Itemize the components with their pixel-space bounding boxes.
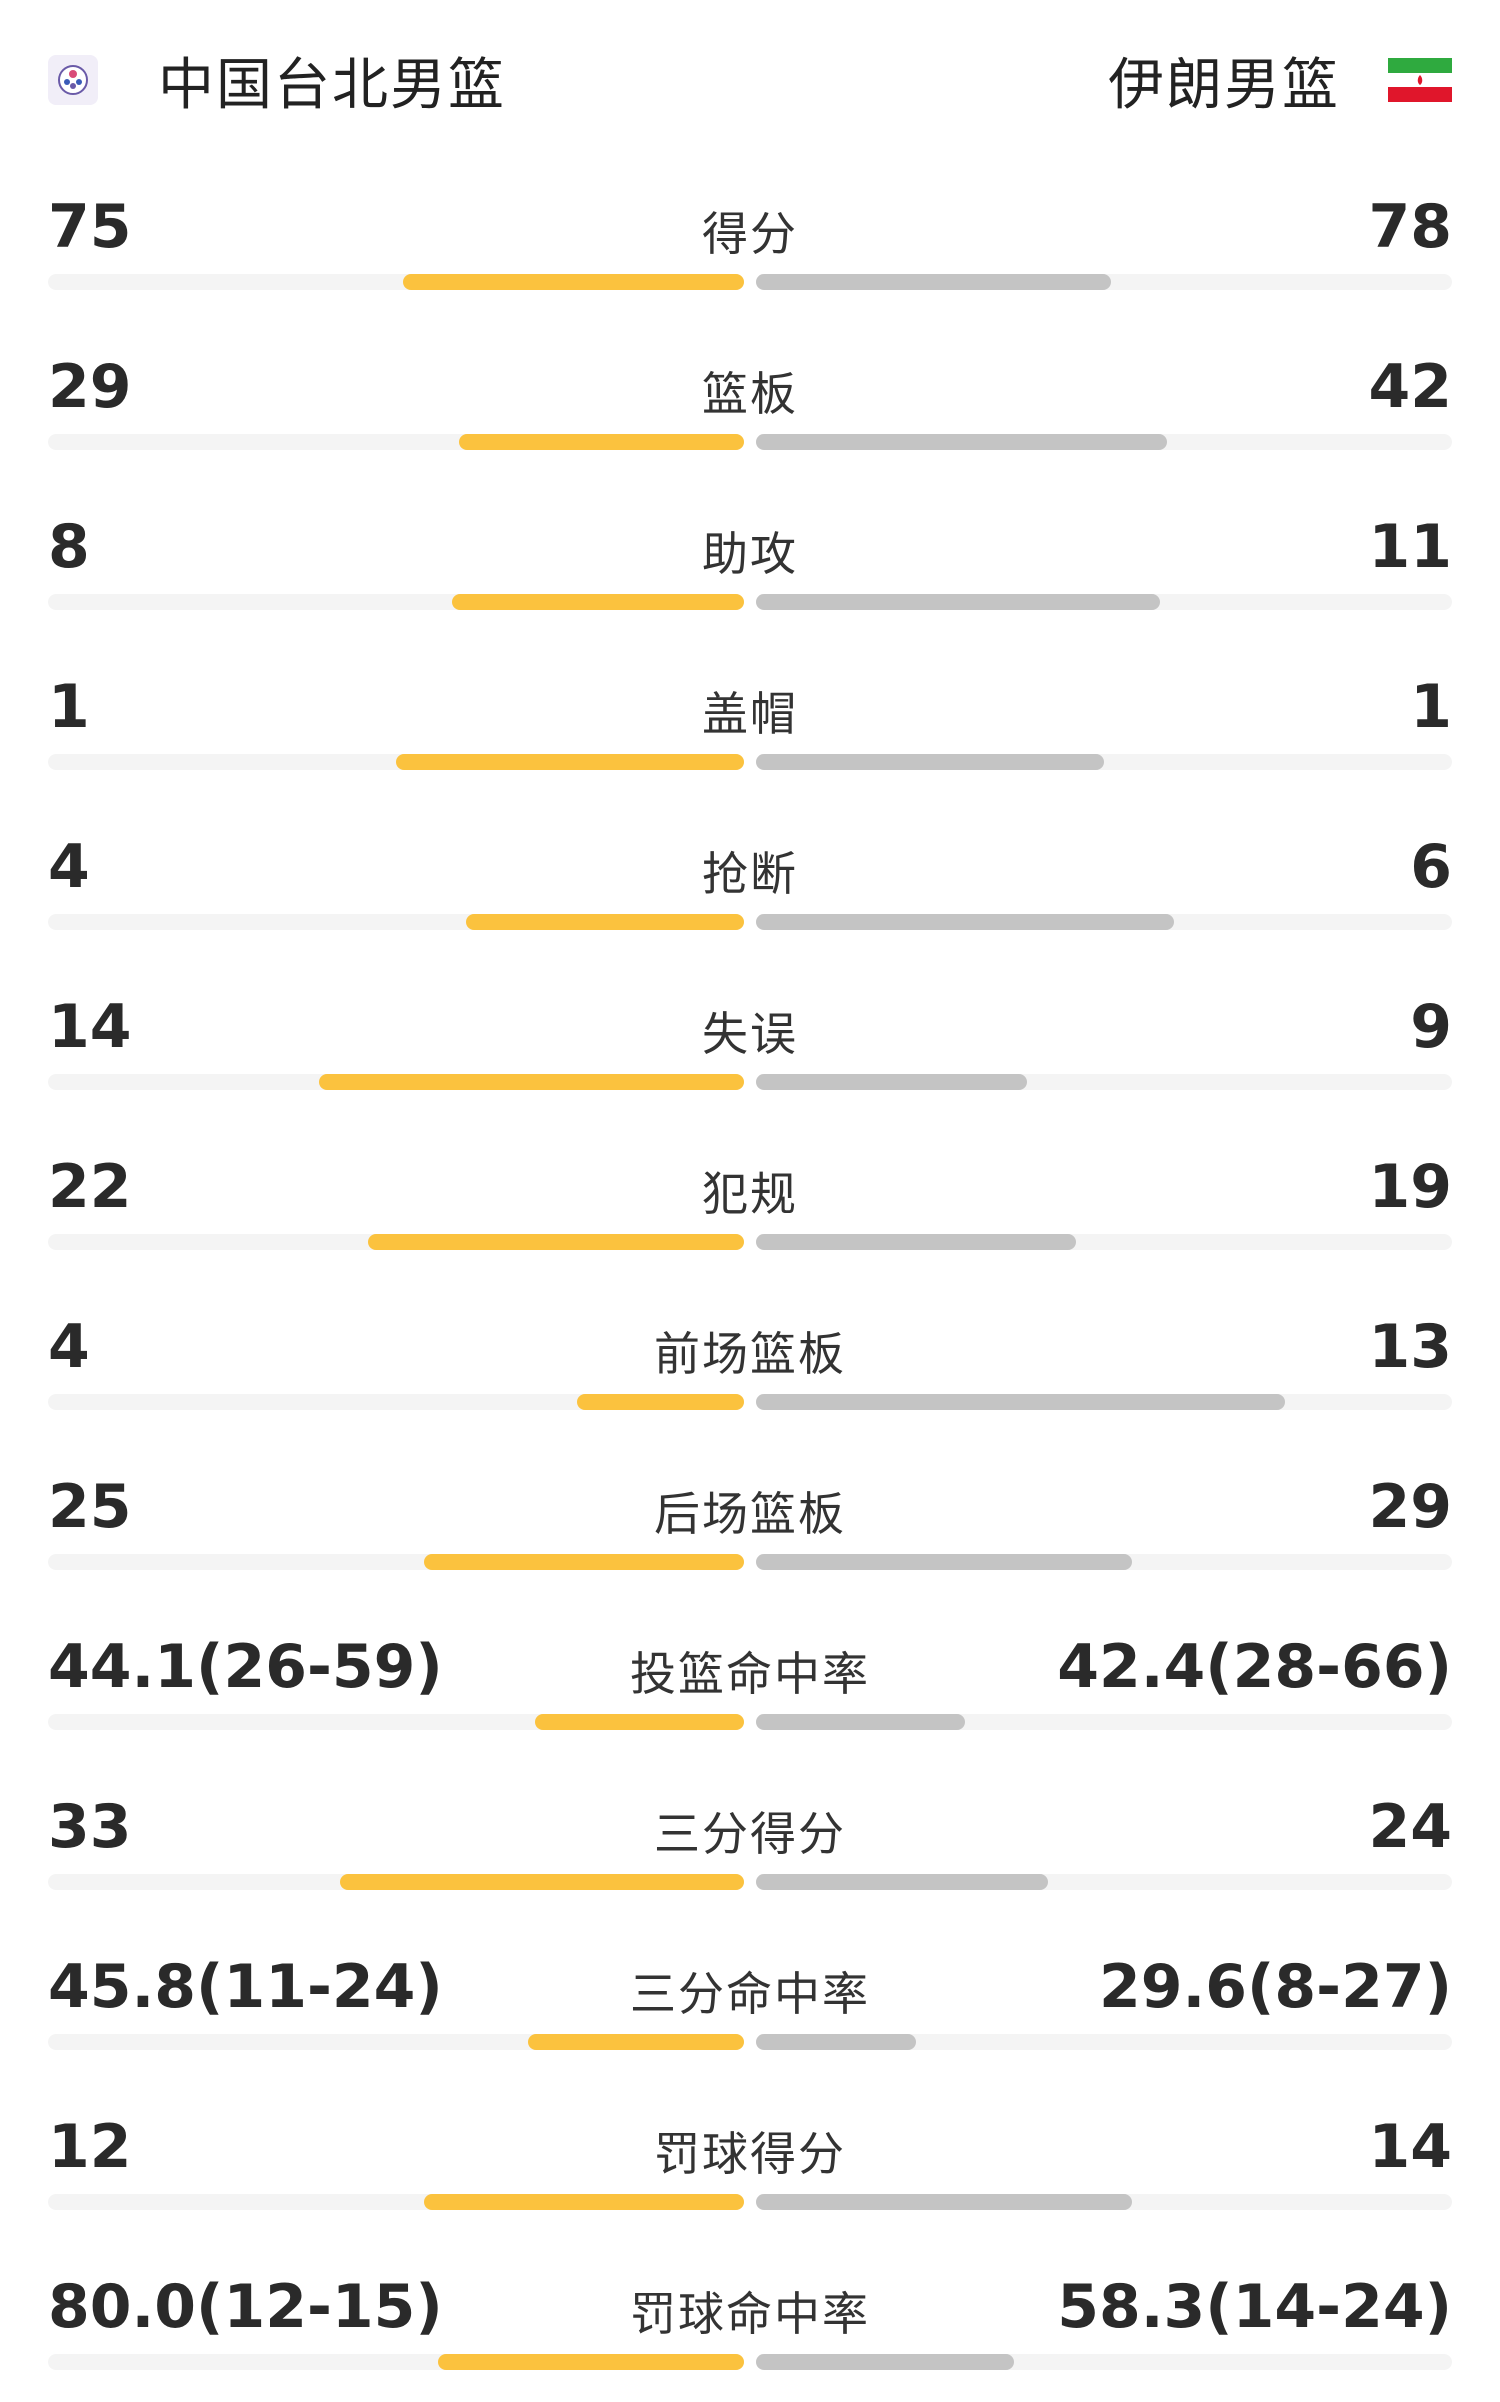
stat-row: 33 三分得分 24 (0, 1762, 1500, 1922)
stat-row: 22 犯规 19 (0, 1122, 1500, 1282)
stat-row: 4 前场篮板 13 (0, 1282, 1500, 1442)
away-stat-bar (756, 434, 1167, 450)
stat-row: 45.8(11-24) 三分命中率 29.6(8-27) (0, 1922, 1500, 2082)
stat-label: 助攻 (702, 527, 798, 581)
home-stat-value: 1 (48, 672, 90, 742)
away-stat-value: 6 (1410, 832, 1452, 902)
away-stat-value: 42 (1368, 352, 1453, 422)
away-stat-bar (756, 2354, 1014, 2370)
home-stat-value: 22 (48, 1152, 132, 1222)
stat-row: 75 得分 78 (0, 162, 1500, 322)
away-team[interactable]: 伊朗男篮 (1108, 40, 1452, 120)
home-team[interactable]: 中国台北男篮 (48, 40, 506, 120)
home-stat-value: 12 (48, 2112, 132, 2182)
stat-label: 投篮命中率 (630, 1647, 870, 1701)
stat-row: 4 抢断 6 (0, 802, 1500, 962)
home-stat-value: 80.0(12-15) (48, 2272, 443, 2342)
home-bar-track (48, 1394, 744, 1410)
stat-label: 篮板 (702, 367, 798, 421)
home-stat-bar (535, 1714, 744, 1730)
stat-label: 三分命中率 (630, 1967, 870, 2021)
away-stat-value: 11 (1368, 512, 1453, 582)
home-stat-bar (340, 1874, 744, 1890)
stat-row: 25 后场篮板 29 (0, 1442, 1500, 1602)
away-stat-value: 9 (1410, 992, 1452, 1062)
stat-label: 后场篮板 (654, 1487, 846, 1541)
away-stat-bar (756, 2034, 916, 2050)
home-stat-value: 4 (48, 1312, 90, 1382)
stat-label: 罚球命中率 (630, 2287, 870, 2341)
stat-label: 得分 (702, 207, 798, 261)
home-stat-value: 8 (48, 512, 90, 582)
away-stat-bar (756, 1714, 965, 1730)
stat-label: 盖帽 (702, 687, 798, 741)
away-stat-bar (756, 594, 1160, 610)
stat-label: 抢断 (702, 847, 798, 901)
away-stat-value: 78 (1368, 192, 1453, 262)
away-stat-bar (756, 2194, 1132, 2210)
stat-row: 8 助攻 11 (0, 482, 1500, 642)
chinese-taipei-logo-icon (48, 55, 98, 105)
away-stat-bar (756, 1074, 1027, 1090)
away-team-name: 伊朗男篮 (1108, 52, 1340, 118)
away-stat-bar (756, 1874, 1048, 1890)
stat-label: 犯规 (702, 1167, 798, 1221)
away-stat-value: 19 (1368, 1152, 1453, 1222)
stat-row: 12 罚球得分 14 (0, 2082, 1500, 2242)
home-stat-bar (403, 274, 744, 290)
home-stat-bar (424, 2194, 744, 2210)
away-stat-bar (756, 1234, 1076, 1250)
away-stat-value: 42.4(28-66) (1057, 1632, 1452, 1702)
away-stat-bar (756, 1554, 1132, 1570)
home-stat-value: 75 (48, 192, 132, 262)
home-stat-bar (528, 2034, 744, 2050)
stat-label: 前场篮板 (654, 1327, 846, 1381)
home-stat-bar (396, 754, 744, 770)
home-stat-bar (452, 594, 744, 610)
home-stat-value: 44.1(26-59) (48, 1632, 443, 1702)
away-stat-value: 29 (1368, 1472, 1453, 1542)
home-stat-value: 14 (48, 992, 132, 1062)
stat-row: 80.0(12-15) 罚球命中率 58.3(14-24) (0, 2242, 1500, 2402)
away-bar-track (756, 2034, 1452, 2050)
home-stat-value: 33 (48, 1792, 132, 1862)
match-header: 中国台北男篮 伊朗男篮 (0, 0, 1500, 162)
home-team-name: 中国台北男篮 (158, 52, 506, 118)
away-stat-bar (756, 1394, 1285, 1410)
home-stat-value: 25 (48, 1472, 132, 1542)
stat-label: 罚球得分 (654, 2127, 846, 2181)
away-stat-bar (756, 274, 1111, 290)
home-stat-bar (424, 1554, 744, 1570)
home-stat-bar (577, 1394, 744, 1410)
away-stat-value: 1 (1410, 672, 1452, 742)
away-stat-bar (756, 754, 1104, 770)
home-stat-bar (368, 1234, 744, 1250)
home-stat-bar (459, 434, 744, 450)
home-stat-value: 4 (48, 832, 90, 902)
away-stat-value: 24 (1368, 1792, 1453, 1862)
stat-row: 44.1(26-59) 投篮命中率 42.4(28-66) (0, 1602, 1500, 1762)
team-stats-list: 75 得分 78 29 篮板 42 8 助攻 11 1 盖帽 1 4 抢断 6 14 失误 9 22 犯规 19 4 前场篮… (0, 162, 1500, 2402)
stat-row: 29 篮板 42 (0, 322, 1500, 482)
home-stat-value: 45.8(11-24) (48, 1952, 443, 2022)
home-stat-bar (466, 914, 744, 930)
iran-flag-icon (1388, 58, 1452, 103)
home-stat-value: 29 (48, 352, 132, 422)
away-stat-value: 13 (1368, 1312, 1453, 1382)
stat-label: 失误 (702, 1007, 798, 1061)
stat-row: 14 失误 9 (0, 962, 1500, 1122)
away-stat-value: 14 (1368, 2112, 1453, 2182)
stat-label: 三分得分 (654, 1807, 846, 1861)
away-stat-bar (756, 914, 1174, 930)
home-stat-bar (319, 1074, 744, 1090)
stat-row: 1 盖帽 1 (0, 642, 1500, 802)
home-stat-bar (438, 2354, 744, 2370)
away-stat-value: 58.3(14-24) (1057, 2272, 1452, 2342)
away-stat-value: 29.6(8-27) (1098, 1952, 1452, 2022)
